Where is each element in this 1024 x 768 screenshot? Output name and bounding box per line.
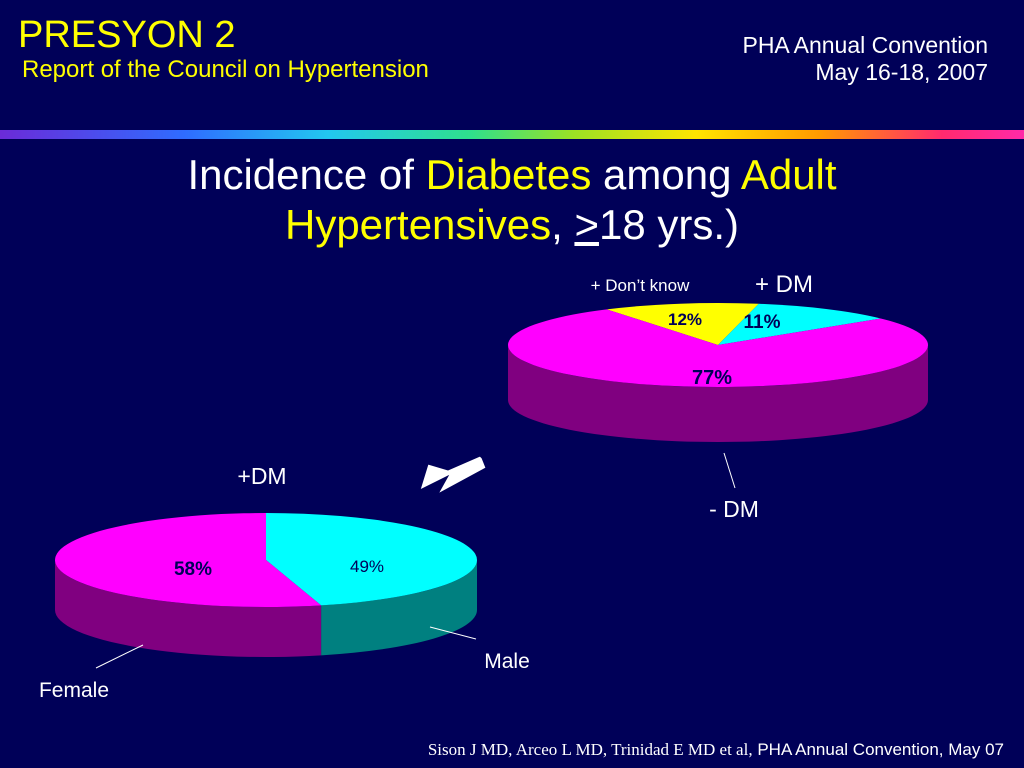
header-title: PRESYON 2 — [18, 14, 236, 56]
pie2-label-male: Male — [484, 650, 530, 673]
title-part4: 18 yrs.) — [598, 201, 739, 248]
pie2-title: +DM — [237, 463, 286, 489]
footer-citation: Sison J MD, Arceo L MD, Trinidad E MD et… — [428, 740, 1004, 760]
pie2-value-female: 58% — [174, 559, 212, 580]
pie1-label-dontknow: + Don’t know — [591, 276, 690, 295]
pie2-label-female: Female — [39, 679, 109, 702]
event-name: PHA Annual Convention — [742, 32, 988, 58]
arrow-icon — [419, 455, 487, 496]
pie1-slice-2 — [508, 309, 928, 388]
pie1-value-dm: 11% — [744, 312, 781, 333]
footer-event: PHA Annual Convention, May 07 — [757, 740, 1004, 759]
pie1-slice-0 — [606, 303, 759, 345]
pie2-leader-male — [429, 626, 477, 640]
header-subtitle: Report of the Council on Hypertension — [22, 56, 429, 83]
pie2-leader-female — [95, 644, 144, 669]
footer-authors: Sison J MD, Arceo L MD, Trinidad E MD et… — [427, 740, 753, 759]
pie2-side-1 — [55, 560, 322, 657]
pie2-value-male: 49% — [350, 557, 384, 576]
title-part1: Incidence of — [187, 151, 426, 198]
title-part3: , — [551, 201, 575, 248]
pie1-side-2 — [508, 345, 928, 442]
pie1-value-nodm: 77% — [692, 367, 732, 389]
rainbow-divider — [0, 130, 1024, 139]
pie1-value-dontknow: 12% — [668, 310, 702, 329]
header-event-info: PHA Annual Convention May 16-18, 2007 — [742, 32, 988, 86]
title-adult: Adult — [740, 151, 837, 198]
slide-title: Incidence of Diabetes among Adult Hypert… — [40, 150, 984, 250]
pie1-slice-1 — [718, 303, 881, 345]
event-dates: May 16-18, 2007 — [815, 59, 988, 85]
title-hypertensives: Hypertensives — [284, 201, 552, 248]
pie1-label-nodm: - DM — [709, 496, 759, 522]
pie1-label-dm: + DM — [755, 271, 813, 298]
pie2-slice-0 — [266, 513, 477, 606]
pie2-slice-1 — [54, 513, 322, 607]
pie1-leader-nodm — [723, 452, 736, 489]
title-ge-symbol: > — [574, 201, 599, 248]
title-diabetes: Diabetes — [425, 151, 592, 198]
title-part2: among — [591, 151, 741, 198]
pie2-side-0 — [321, 560, 477, 656]
